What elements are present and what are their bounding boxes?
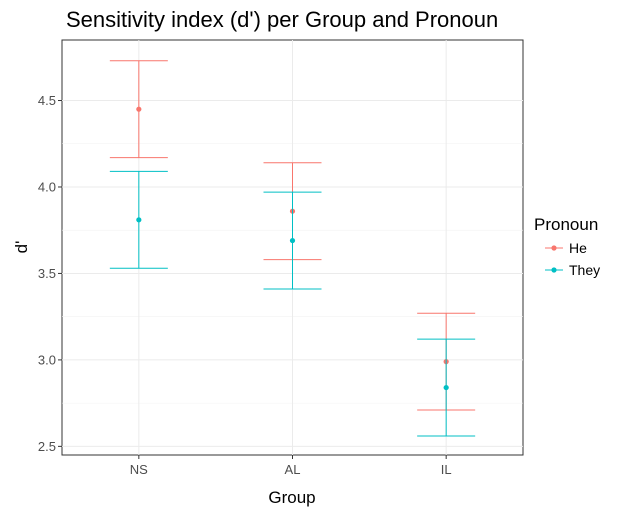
x-axis-title: Group — [268, 488, 315, 507]
y-tick-label: 4.5 — [38, 93, 56, 108]
x-axis-ticks: NS AL IL — [130, 455, 452, 477]
x-tick-label: IL — [441, 462, 452, 477]
y-axis-ticks: 2.5 3.0 3.5 4.0 4.5 — [38, 93, 62, 454]
y-tick-label: 4.0 — [38, 179, 56, 194]
y-tick-label: 3.5 — [38, 266, 56, 281]
legend-key-point — [551, 245, 557, 251]
y-tick-label: 3.0 — [38, 352, 56, 367]
legend-label: They — [569, 262, 600, 278]
y-tick-label: 2.5 — [38, 439, 56, 454]
legend-label: He — [569, 240, 587, 256]
series-they — [109, 170, 476, 437]
y-axis-title: d' — [12, 241, 31, 254]
x-tick-label: NS — [130, 462, 148, 477]
x-tick-label: AL — [285, 462, 301, 477]
legend: He They — [545, 240, 600, 278]
error-bars — [109, 60, 476, 437]
mean-point — [289, 237, 296, 244]
legend-key-point — [551, 267, 557, 273]
chart-title: Sensitivity index (d') per Group and Pro… — [66, 7, 498, 32]
mean-point — [443, 384, 449, 391]
mean-point — [136, 217, 142, 223]
mean-point — [136, 106, 142, 112]
legend-title: Pronoun — [534, 215, 598, 234]
